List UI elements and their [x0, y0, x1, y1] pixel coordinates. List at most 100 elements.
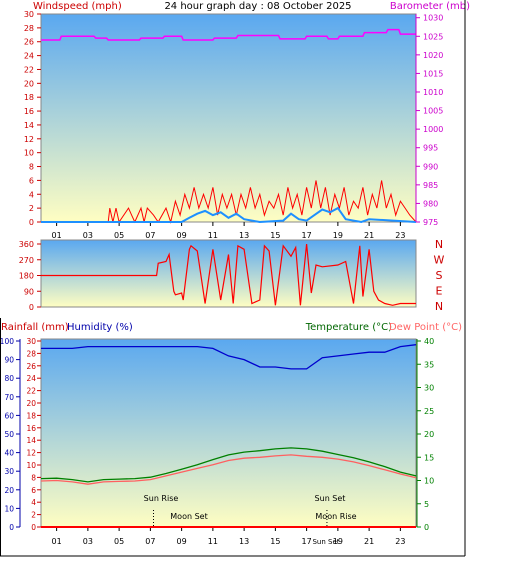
moon-set-label: Moon Set: [170, 512, 207, 521]
wind-tick-label: 30: [24, 10, 34, 19]
temp-tick-label: 15: [424, 453, 434, 462]
baro-tick-label: 985: [423, 181, 438, 190]
sun-set-label: Sun Set: [315, 494, 346, 503]
right-axis-title: Barometer (mb): [390, 1, 470, 12]
wind-tick-label: 20: [24, 79, 34, 88]
series-line: [40, 454, 417, 485]
lower-panel-background: [40, 338, 417, 528]
wind-tick-label: 28: [24, 24, 34, 33]
compass-label: W: [434, 254, 445, 267]
wind-tick-label: 4: [29, 190, 34, 199]
rain-tick-label: 0: [31, 523, 36, 532]
compass-label: S: [436, 269, 443, 282]
compass-label: N: [435, 300, 443, 313]
lower-x-tick-label: 01: [52, 537, 62, 546]
rain-tick-label: 30: [26, 337, 36, 346]
wind-x-axis: 01 03 05 07 09 11 13 15 17 19 21 23: [52, 222, 405, 240]
baro-tick-label: 990: [423, 162, 438, 171]
humidity-tick-label: 10: [4, 504, 14, 513]
wind-tick-label: 0: [29, 218, 34, 227]
series-line: [41, 28, 416, 41]
lower-x-tick-label: 07: [145, 537, 155, 546]
humidity-tick-label: 30: [4, 467, 14, 476]
humidity-tick-label: 20: [4, 486, 14, 495]
wind-series-group: [41, 28, 417, 224]
temperature-axis: 0 5 10 15 20 25 30 35 40: [417, 337, 434, 532]
series-line: [41, 206, 417, 224]
rain-tick-label: 14: [26, 436, 36, 445]
series-line: [41, 180, 417, 224]
series-line: [40, 447, 417, 483]
direction-panel-background: [40, 239, 417, 308]
rain-tick-label: 22: [26, 387, 36, 396]
wind-tick-label: 26: [24, 38, 34, 47]
wind-tick-label: 14: [24, 121, 34, 130]
direction-tick-label: 180: [19, 272, 34, 281]
lower-x-tick-label: 15: [270, 537, 280, 546]
temp-tick-label: 30: [424, 384, 434, 393]
humidity-axis-title: Humidity (%): [67, 322, 133, 333]
wind-x-tick-label: 13: [239, 231, 249, 240]
moon-rise-label: Moon Rise: [315, 512, 356, 521]
direction-tick-label: 0: [29, 303, 34, 312]
baro-tick-label: 1000: [423, 125, 443, 134]
sun-set-bottom-label: Sun Set: [312, 538, 339, 546]
temp-tick-label: 10: [424, 477, 434, 486]
baro-tick-label: 980: [423, 199, 438, 208]
humidity-tick-label: 0: [9, 523, 14, 532]
temp-axis-title: Temperature (°C): [305, 322, 392, 333]
temp-tick-label: 40: [424, 337, 434, 346]
baro-right-axis: 975 980 985 990 995 1000 1005 1010 1015 1020 1025 1…: [416, 14, 443, 227]
rain-tick-label: 10: [26, 461, 36, 470]
compass-label: N: [435, 238, 443, 251]
humidity-tick-label: 70: [4, 393, 14, 402]
humidity-tick-label: 90: [4, 356, 14, 365]
page-title: 24 hour graph day : 08 October 2025: [164, 1, 351, 12]
temp-tick-label: 20: [424, 430, 434, 439]
humidity-tick-label: 80: [4, 374, 14, 383]
wind-tick-label: 22: [24, 65, 34, 74]
rain-tick-label: 12: [26, 449, 36, 458]
wind-panel-background: [40, 13, 417, 223]
series-line: [41, 344, 417, 370]
baro-tick-label: 975: [423, 218, 438, 227]
wind-x-tick-label: 11: [208, 231, 218, 240]
left-axis-title: Windspeed (mph): [33, 1, 122, 12]
humidity-axis: 0 10 20 30 40 50 60 70 80 90 100: [0, 337, 20, 532]
wind-x-tick-label: 23: [395, 231, 405, 240]
rain-tick-label: 2: [31, 511, 36, 520]
rain-tick-label: 4: [31, 498, 36, 507]
wind-tick-label: 8: [29, 163, 34, 172]
wind-x-tick-label: 21: [364, 231, 374, 240]
wind-x-tick-label: 05: [114, 231, 124, 240]
rain-tick-label: 6: [31, 486, 36, 495]
direction-series-group: [41, 243, 416, 306]
direction-tick-label: 360: [19, 240, 34, 249]
wind-tick-label: 24: [24, 52, 34, 61]
lower-x-tick-label: 13: [239, 537, 249, 546]
baro-tick-label: 995: [423, 144, 438, 153]
baro-tick-label: 1010: [423, 88, 443, 97]
wind-tick-label: 2: [29, 204, 34, 213]
wind-tick-label: 16: [24, 107, 34, 116]
compass-label: E: [436, 285, 443, 298]
humidity-tick-label: 40: [4, 449, 14, 458]
lower-x-tick-label: 21: [364, 537, 374, 546]
direction-left-axis: 0 90 180 270 360: [19, 240, 41, 312]
baro-tick-label: 1005: [423, 107, 443, 116]
wind-x-tick-label: 03: [83, 231, 93, 240]
dew-axis-title: Dew Point (°C): [389, 322, 462, 333]
baro-tick-label: 1015: [423, 69, 443, 78]
lower-x-tick-label: 05: [114, 537, 124, 546]
wind-x-tick-label: 09: [177, 231, 187, 240]
rain-tick-label: 24: [26, 374, 36, 383]
temp-tick-label: 5: [424, 500, 429, 509]
lower-x-axis: 01 03 05 07 09 11 13 15 17 19 21 23: [52, 527, 405, 546]
humidity-tick-label: 100: [0, 337, 14, 346]
wind-tick-label: 18: [24, 93, 34, 102]
wind-x-tick-label: 19: [333, 231, 343, 240]
lower-x-tick-label: 19: [333, 537, 343, 546]
wind-x-tick-label: 07: [145, 231, 155, 240]
wind-x-tick-label: 15: [270, 231, 280, 240]
